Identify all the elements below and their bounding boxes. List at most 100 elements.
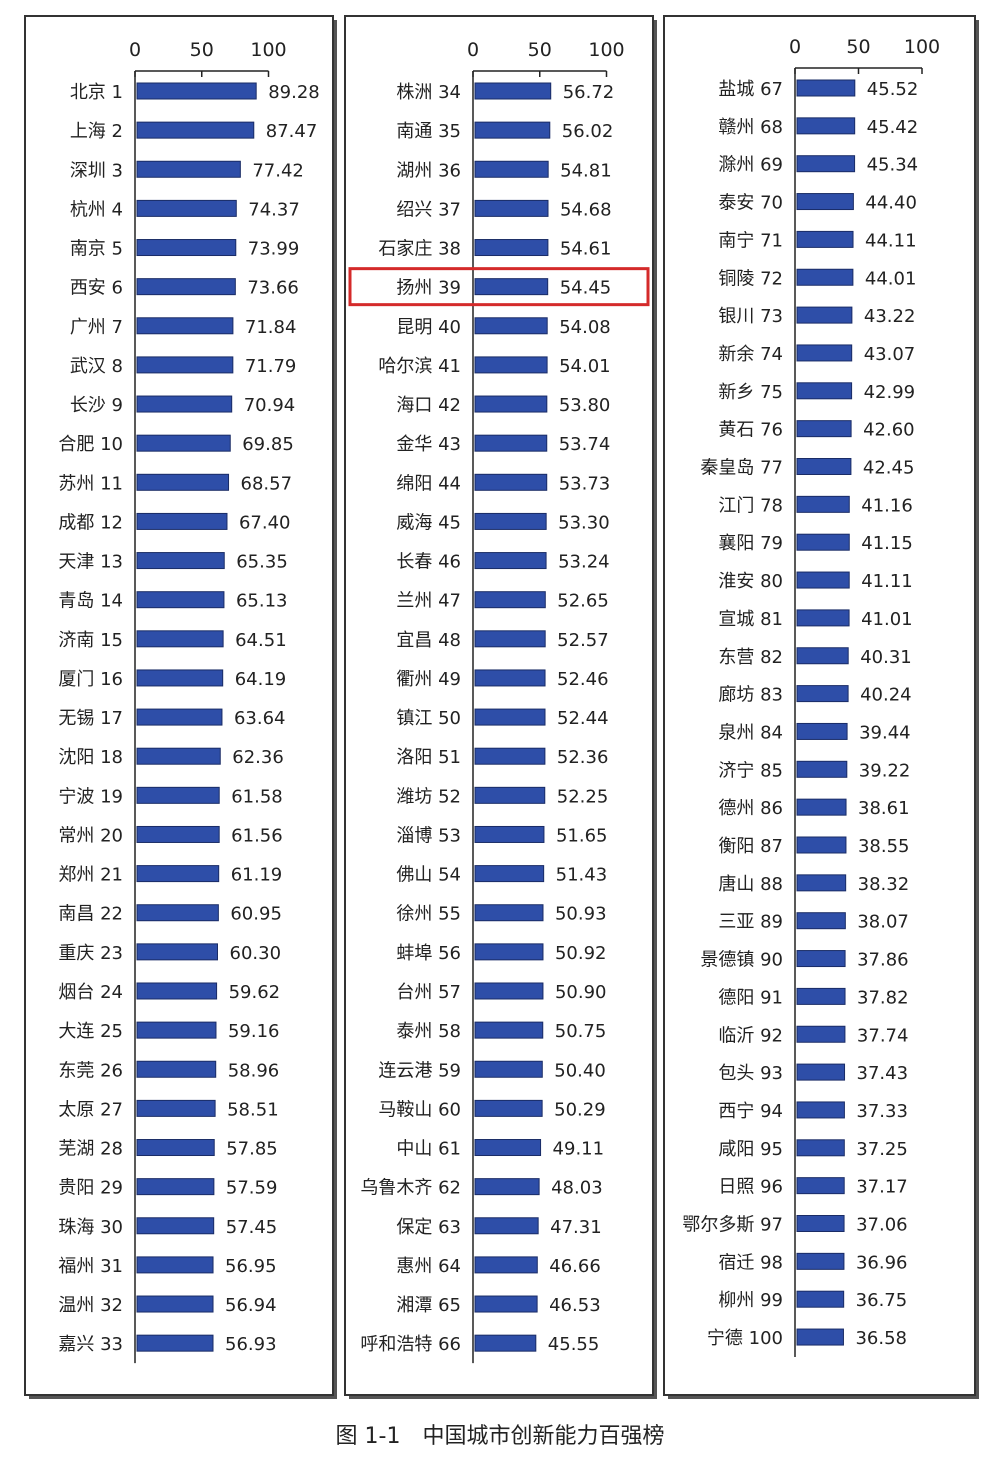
value-label: 51.43	[556, 865, 608, 886]
category-label: 常州 20	[58, 825, 123, 846]
value-label: 53.74	[559, 434, 611, 455]
bar	[136, 708, 223, 726]
value-label: 50.93	[555, 904, 607, 925]
bar	[136, 825, 220, 843]
value-label: 37.74	[857, 1025, 909, 1046]
value-label: 57.85	[226, 1139, 278, 1160]
category-label: 宜昌 48	[396, 630, 461, 651]
category-label: 广州 7	[70, 317, 123, 338]
bar	[796, 306, 853, 324]
value-label: 64.51	[235, 630, 287, 651]
value-label: 74.37	[248, 199, 300, 220]
category-label: 济南 15	[58, 630, 123, 651]
value-label: 50.90	[555, 982, 607, 1003]
value-label: 71.84	[245, 317, 297, 338]
value-label: 50.40	[554, 1060, 606, 1081]
category-label: 威海 45	[396, 512, 461, 533]
bar	[136, 1060, 217, 1078]
value-label: 49.11	[553, 1139, 605, 1160]
bar	[474, 160, 549, 178]
category-label: 珠海 30	[58, 1217, 123, 1238]
category-label: 株洲 34	[396, 82, 461, 103]
value-label: 37.33	[856, 1101, 908, 1122]
category-label: 蚌埠 56	[396, 943, 461, 964]
value-label: 41.15	[861, 533, 913, 554]
value-label: 62.36	[232, 747, 284, 768]
category-label: 南宁 71	[718, 230, 783, 251]
value-label: 52.46	[557, 669, 609, 690]
category-label: 天津 13	[58, 552, 123, 573]
value-label: 65.35	[236, 552, 288, 573]
value-label: 37.06	[856, 1215, 908, 1236]
bar	[136, 1139, 215, 1157]
bar	[136, 786, 220, 804]
bar	[796, 1290, 845, 1308]
category-label: 泰州 58	[396, 1021, 461, 1042]
category-label: 济宁 85	[718, 760, 783, 781]
bar	[474, 786, 546, 804]
value-label: 42.45	[863, 458, 915, 479]
bar	[136, 1295, 214, 1313]
bar	[136, 1178, 215, 1196]
value-label: 52.44	[557, 708, 609, 729]
category-label: 宿迁 98	[718, 1252, 783, 1273]
category-label: 石家庄 38	[378, 239, 461, 260]
value-label: 45.42	[867, 117, 919, 138]
bar	[474, 1256, 538, 1274]
category-label: 上海 2	[70, 121, 123, 142]
value-label: 61.19	[231, 865, 283, 886]
category-label: 海口 42	[396, 395, 461, 416]
x-tick-label: 100	[588, 39, 624, 61]
highlight-box	[348, 267, 650, 307]
value-label: 52.57	[557, 630, 609, 651]
x-tick-label: 50	[190, 39, 214, 61]
bar	[796, 609, 850, 627]
category-label: 宁波 19	[58, 786, 123, 807]
category-label: 泰安 70	[718, 193, 783, 214]
bar	[136, 278, 236, 296]
value-label: 52.25	[557, 786, 609, 807]
bar	[136, 552, 225, 570]
bar	[136, 982, 218, 1000]
value-label: 54.61	[560, 239, 612, 260]
category-label: 西宁 94	[718, 1101, 783, 1122]
category-label: 淄博 53	[396, 825, 461, 846]
bar	[474, 473, 548, 491]
bar	[474, 395, 548, 413]
value-label: 52.65	[557, 591, 609, 612]
category-label: 台州 57	[396, 982, 461, 1003]
bar	[136, 1334, 214, 1352]
value-label: 38.61	[858, 798, 910, 819]
bar	[474, 1060, 543, 1078]
category-label: 南通 35	[396, 121, 461, 142]
category-label: 福州 31	[58, 1256, 123, 1277]
category-label: 贵阳 29	[58, 1178, 123, 1199]
value-label: 58.51	[227, 1099, 279, 1120]
category-label: 郑州 21	[58, 865, 123, 886]
category-label: 杭州 4	[70, 199, 123, 220]
value-label: 47.31	[550, 1217, 602, 1238]
category-label: 德阳 91	[718, 987, 783, 1008]
bar	[136, 591, 225, 609]
category-label: 苏州 11	[58, 473, 123, 494]
category-label: 江门 78	[718, 495, 783, 516]
category-label: 青岛 14	[58, 591, 123, 612]
bar	[796, 420, 852, 438]
bar	[474, 317, 548, 335]
category-label: 东营 82	[718, 647, 783, 668]
bar	[474, 904, 544, 922]
x-tick-label: 0	[467, 39, 479, 61]
category-label: 咸阳 95	[718, 1139, 783, 1160]
bar	[796, 722, 848, 740]
category-label: 徐州 55	[396, 904, 461, 925]
bar	[796, 1215, 845, 1232]
category-label: 昆明 40	[396, 317, 461, 338]
category-label: 日照 96	[718, 1177, 783, 1198]
value-label: 63.64	[234, 708, 286, 729]
category-label: 衡阳 87	[718, 836, 783, 857]
category-label: 合肥 10	[58, 434, 123, 455]
figure-caption: 图 1-1 中国城市创新能力百强榜	[335, 1424, 665, 1449]
category-label: 绵阳 44	[396, 473, 461, 494]
category-label: 绍兴 37	[396, 199, 461, 220]
value-label: 37.82	[857, 987, 909, 1008]
